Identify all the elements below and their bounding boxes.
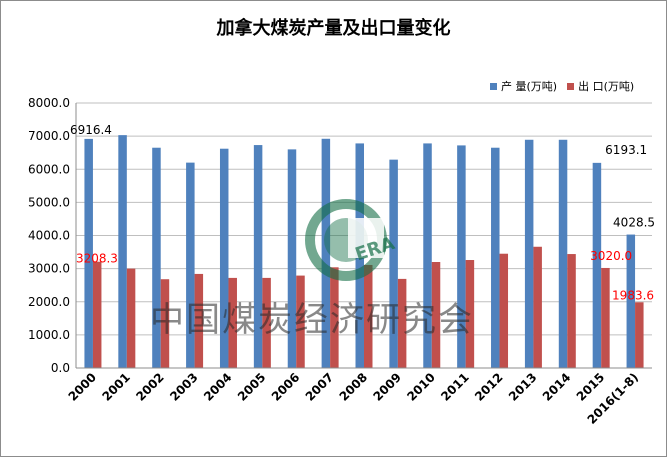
x-tick-label: 2008 — [337, 370, 371, 404]
bar-export — [262, 277, 271, 368]
bar-production — [457, 145, 466, 368]
x-tick-label: 2009 — [370, 370, 404, 404]
x-tick-label: 2012 — [472, 370, 506, 404]
bar-export — [499, 253, 509, 368]
bar-production — [423, 143, 432, 368]
y-tick-label: 3000.0 — [28, 262, 70, 276]
bar-export — [160, 279, 170, 368]
bar-production — [491, 147, 500, 368]
cera-logo: ERA — [305, 199, 397, 281]
bar-export — [126, 268, 136, 368]
y-tick-label: 1000.0 — [28, 328, 70, 342]
bar-export — [330, 267, 339, 368]
data-label-export: 3020.0 — [590, 249, 632, 263]
watermark-text: 中国煤炭经济研究会 — [150, 300, 474, 340]
bar-production — [84, 138, 93, 368]
x-tick-label: 2004 — [201, 370, 235, 404]
bar-export — [296, 275, 305, 368]
legend-swatch-export — [567, 82, 575, 90]
bar-export — [533, 246, 542, 368]
bar-export — [397, 278, 407, 368]
bar-export — [194, 273, 204, 368]
bar-production — [253, 145, 263, 368]
y-tick-label: 7000.0 — [28, 129, 70, 143]
chart-title: 加拿大煤炭产量及出口量变化 — [216, 18, 451, 39]
x-tick-label: 2000 — [66, 370, 100, 404]
data-label-production: 6193.1 — [605, 143, 647, 157]
bar-production — [524, 139, 534, 368]
bar-export — [431, 262, 441, 368]
bar-production — [118, 135, 127, 368]
legend: 产 量(万吨) 出 口(万吨) — [490, 78, 634, 94]
bar-production — [626, 234, 636, 368]
bar-production — [287, 149, 297, 368]
x-tick-label: 2013 — [506, 370, 540, 404]
bar-export — [567, 254, 576, 368]
legend-item-export: 出 口(万吨) — [567, 78, 634, 94]
x-tick-label: 2010 — [404, 370, 438, 404]
bar-production — [219, 148, 229, 368]
bar-production — [558, 139, 568, 368]
bar-production — [186, 162, 195, 368]
x-tick-label: 2006 — [269, 370, 303, 404]
y-tick-label: 6000.0 — [28, 162, 70, 176]
y-tick-label: 5000.0 — [28, 195, 70, 209]
x-tick-label: 2005 — [235, 370, 269, 404]
bar-export — [465, 260, 475, 368]
bar-export — [92, 261, 102, 368]
x-tick-label: 2003 — [167, 370, 201, 404]
bar-production — [152, 147, 161, 368]
legend-label-production: 产 量(万吨) — [501, 80, 558, 93]
data-label-production: 6916.4 — [70, 123, 112, 137]
data-label-export: 3208.3 — [76, 252, 118, 266]
x-tick-label: 2007 — [303, 370, 337, 404]
bar-production — [592, 162, 602, 368]
bar-export — [601, 267, 610, 368]
legend-swatch-production — [490, 82, 497, 90]
legend-item-production: 产 量(万吨) — [490, 78, 557, 94]
bar-export — [635, 302, 644, 368]
x-tick-label: 2002 — [133, 370, 167, 404]
y-tick-label: 0.0 — [51, 361, 70, 375]
bar-export — [228, 277, 237, 368]
x-tick-label: 2014 — [540, 370, 574, 404]
x-tick-label: 2001 — [99, 370, 133, 404]
data-label-export: 1983.6 — [612, 288, 654, 302]
y-tick-label: 8000.0 — [28, 96, 70, 110]
legend-label-export: 出 口(万吨) — [578, 80, 635, 93]
bar-export — [364, 264, 373, 368]
x-tick-label: 2011 — [438, 370, 472, 404]
bar-production — [389, 159, 398, 368]
y-tick-label: 2000.0 — [28, 295, 70, 309]
data-label-production: 4028.5 — [613, 216, 655, 230]
bar-production — [321, 138, 331, 368]
y-tick-label: 4000.0 — [28, 229, 70, 243]
